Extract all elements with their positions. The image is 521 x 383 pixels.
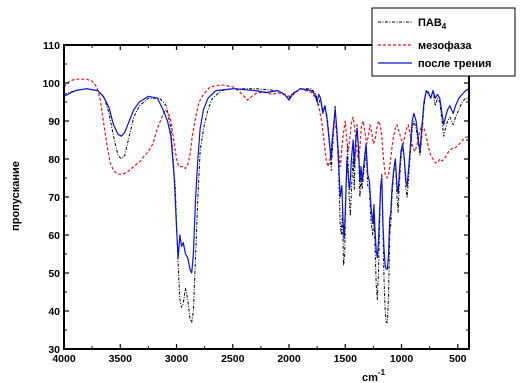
y-tick-label: 40 (48, 306, 60, 318)
legend-label-pav4: ПАВ4 (418, 17, 447, 31)
x-tick-label: 1500 (334, 353, 358, 365)
legend-label-pav4-subscript: 4 (442, 22, 447, 31)
axes: 4000 3500 3000 2500 2000 1500 1000 500 30 40 50 60 7… (42, 40, 470, 365)
legend-box (371, 7, 516, 77)
y-tick-label: 110 (43, 40, 60, 52)
plot-area (63, 78, 470, 323)
x-tick-label: 500 (449, 353, 467, 365)
x-tick-label: 2000 (277, 353, 301, 365)
y-axis-label: пропускание (10, 161, 22, 231)
x-tick-label: 2500 (221, 353, 245, 365)
x-axis-label: cm-1 (362, 368, 386, 383)
y-tick-label: 50 (48, 268, 60, 280)
legend-label-pav4-name: ПАВ (418, 17, 442, 29)
x-tick-label: 3500 (109, 353, 133, 365)
legend-label-mesophase: мезофаза (418, 40, 472, 52)
x-tick-label: 3000 (165, 353, 189, 365)
x-axis-label-superscript: -1 (378, 368, 386, 377)
x-tick-label: 1000 (390, 353, 414, 365)
y-tick-label: 80 (48, 154, 60, 166)
series-line-2 (63, 88, 470, 274)
legend: ПАВ4 мезофаза после трения (371, 7, 516, 77)
y-tick-label: 100 (42, 78, 60, 90)
y-tick-label: 30 (48, 344, 60, 356)
y-tick-label: 60 (48, 230, 60, 242)
legend-label-after-friction: после трения (418, 58, 491, 70)
y-tick-label: 70 (48, 192, 60, 204)
y-tick-label: 90 (48, 116, 60, 128)
series-line-0 (63, 88, 469, 323)
x-axis-label-text: cm (362, 372, 378, 383)
x-tick-label: 4000 (52, 353, 76, 365)
